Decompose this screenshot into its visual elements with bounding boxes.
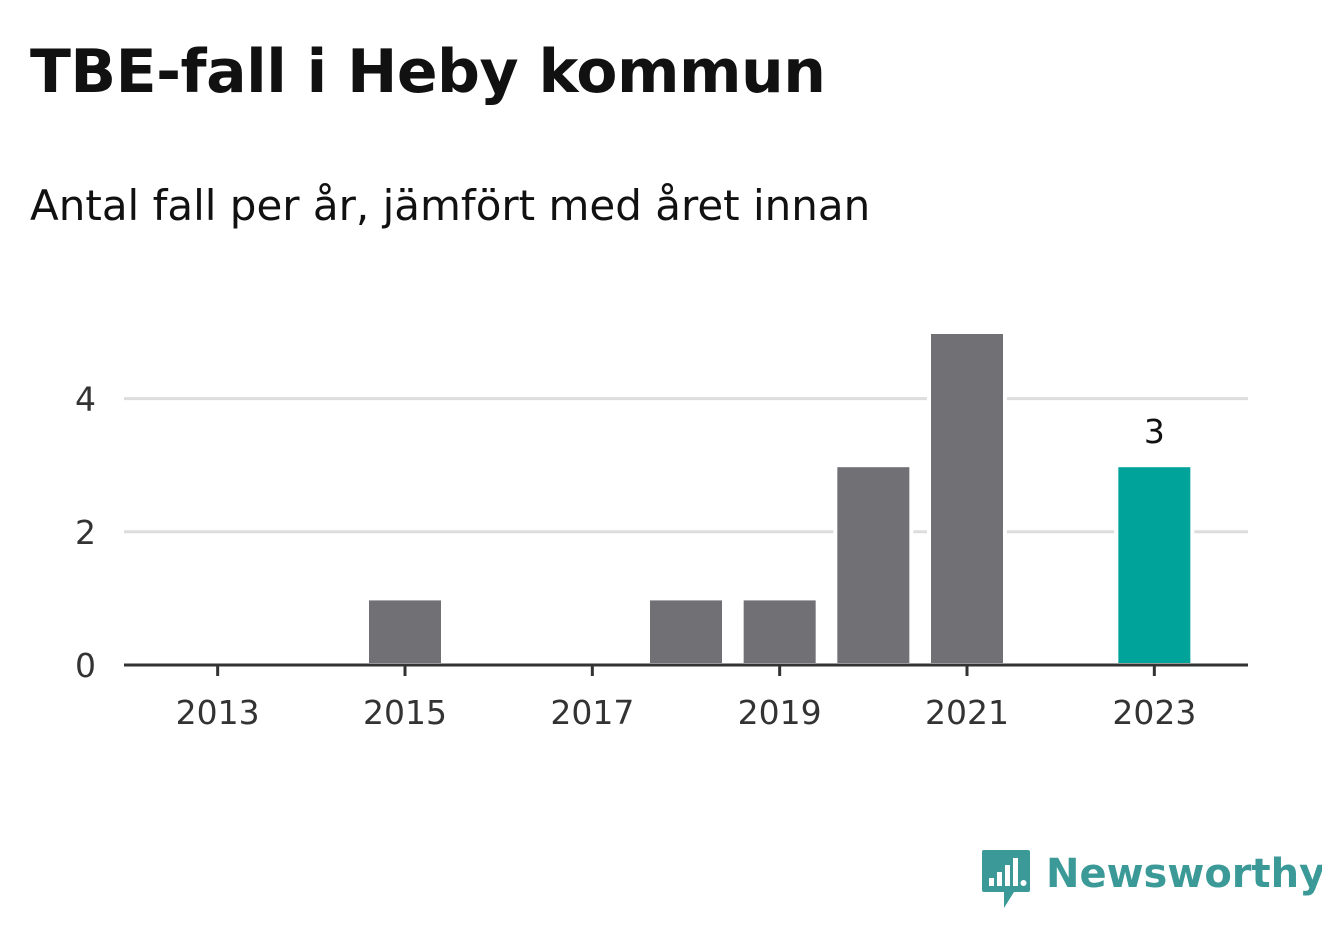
newsworthy-logo: Newsworthy [980, 848, 1322, 912]
y-tick-label: 2 [75, 513, 96, 552]
x-tick-label: 2021 [925, 693, 1009, 732]
bar-2018 [646, 596, 726, 668]
newsworthy-logo-icon [982, 850, 1030, 908]
x-axis [124, 663, 1248, 676]
data-label-2023: 3 [1144, 412, 1165, 451]
x-tick-label: 2019 [738, 693, 822, 732]
labels: 0 2 4 2013 2015 2017 2019 2021 2023 3 [75, 380, 1196, 732]
x-tick-label: 2017 [550, 693, 634, 732]
bar-chart: 0 2 4 2013 2015 2017 2019 2021 2023 3 [75, 330, 1248, 732]
y-tick-label: 4 [75, 380, 96, 419]
x-tick-label: 2013 [176, 693, 260, 732]
bar-2015 [365, 596, 445, 668]
bar-2020 [833, 463, 914, 668]
x-tick-label: 2023 [1112, 693, 1196, 732]
grid-lines [124, 397, 1248, 534]
bar-2023 [1114, 463, 1195, 668]
brand-name: Newsworthy [1046, 851, 1322, 897]
x-tick-label: 2015 [363, 693, 447, 732]
chart-subtitle: Antal fall per år, jämfört med året inna… [30, 181, 871, 230]
bars [365, 330, 1195, 668]
bar-2021 [927, 330, 1007, 667]
y-tick-label: 0 [75, 646, 96, 685]
chart-title: TBE-fall i Heby kommun [30, 37, 826, 107]
bar-2019 [739, 596, 820, 668]
